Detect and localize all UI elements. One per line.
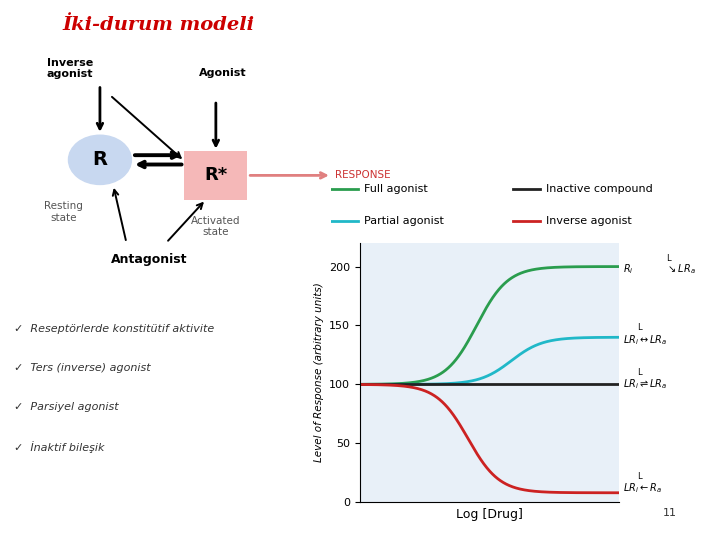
Circle shape <box>68 135 132 185</box>
X-axis label: Log [Drug]: Log [Drug] <box>456 508 523 521</box>
Text: L: L <box>637 368 642 377</box>
Text: ✓  Parsiyel agonist: ✓ Parsiyel agonist <box>14 402 119 412</box>
Text: L: L <box>666 254 670 262</box>
Text: Inactive compound: Inactive compound <box>546 184 653 194</box>
Text: Agonist: Agonist <box>199 68 246 78</box>
Text: Resting
state: Resting state <box>44 201 83 223</box>
Text: Inverse
agonist: Inverse agonist <box>47 58 94 79</box>
Y-axis label: Level of Response (arbitrary units): Level of Response (arbitrary units) <box>314 283 323 462</box>
Text: RESPONSE: RESPONSE <box>335 171 391 180</box>
Text: $LR_i \leftrightarrow LR_a$: $LR_i \leftrightarrow LR_a$ <box>623 333 667 347</box>
Text: R*: R* <box>204 166 228 184</box>
Text: 11: 11 <box>662 508 677 518</box>
Text: Activated
state: Activated state <box>191 215 240 237</box>
Text: L: L <box>637 323 642 332</box>
Text: $\searrow LR_a$: $\searrow LR_a$ <box>666 262 696 276</box>
Text: $LR_i \leftarrow R_a$: $LR_i \leftarrow R_a$ <box>623 481 662 495</box>
Text: Partial agonist: Partial agonist <box>364 217 444 226</box>
Text: İki-durum modeli: İki-durum modeli <box>63 16 254 34</box>
Text: Full agonist: Full agonist <box>364 184 428 194</box>
Text: ✓  İnaktif bileşik: ✓ İnaktif bileşik <box>14 441 105 453</box>
Text: ✓  Ters (inverse) agonist: ✓ Ters (inverse) agonist <box>14 363 151 373</box>
Text: Inverse agonist: Inverse agonist <box>546 217 632 226</box>
Text: ✓  Reseptörlerde konstitütif aktivite: ✓ Reseptörlerde konstitütif aktivite <box>14 324 215 334</box>
Text: R: R <box>92 150 107 170</box>
FancyBboxPatch shape <box>184 151 248 200</box>
Text: $R_i$: $R_i$ <box>623 262 634 276</box>
Text: L: L <box>637 471 642 481</box>
Text: Antagonist: Antagonist <box>112 253 188 266</box>
Text: $LR_i \rightleftharpoons LR_a$: $LR_i \rightleftharpoons LR_a$ <box>623 377 667 392</box>
